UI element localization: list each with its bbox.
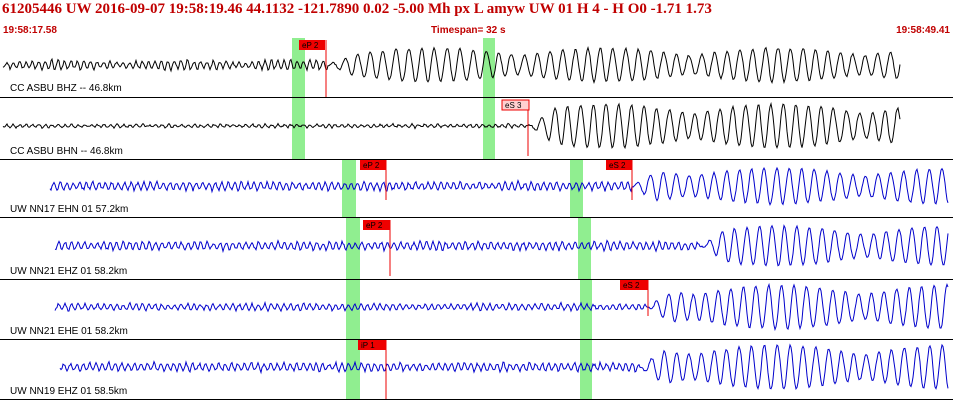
pick-flag[interactable] — [363, 220, 390, 230]
station-label: UW NN21 EHZ 01 58.2km — [10, 266, 128, 277]
pick-label: eS 2 — [623, 281, 640, 290]
station-label: UW NN21 EHE 01 58.2km — [10, 326, 128, 337]
time-window — [578, 218, 591, 280]
time-window — [570, 160, 583, 218]
time-window — [483, 38, 495, 98]
timespan-label: Timespan= 32 s — [431, 25, 506, 36]
waveform-trace — [54, 282, 949, 332]
pick-label: eP 2 — [366, 221, 383, 230]
pick-flag[interactable] — [299, 40, 325, 50]
pick-label: eS 3 — [505, 101, 522, 110]
time-window — [346, 280, 360, 340]
trace-panel-asbu-bhn[interactable]: eS 3 CC ASBU BHN -- 46.8km — [0, 98, 953, 160]
waveform-plot[interactable]: eS 2 — [0, 280, 953, 340]
trace-panel-nn17-ehn[interactable]: eP 2 eS 2 UW NN17 EHN 01 57.2km — [0, 160, 953, 218]
waveform-plot[interactable]: eP 2 eS 2 — [0, 160, 953, 218]
waveform-trace — [54, 224, 949, 267]
pick-flag[interactable] — [358, 340, 386, 350]
waveform-trace — [49, 166, 949, 207]
waveform-plot[interactable]: eP 2 — [0, 218, 953, 280]
waveform-trace — [59, 343, 949, 391]
waveform-trace — [2, 45, 901, 85]
pick-flag[interactable] — [606, 160, 632, 170]
pick-flag[interactable] — [360, 160, 386, 170]
waveform-plot[interactable]: eP 2 — [0, 38, 953, 98]
time-axis-bar: 19:58:17.58 Timespan= 32 s 19:58:49.41 — [0, 24, 953, 38]
pick-label: eS 2 — [609, 161, 626, 170]
event-header: 61205446 UW 2016-09-07 19:58:19.46 44.11… — [0, 0, 953, 24]
time-window — [346, 340, 360, 400]
event-summary: 61205446 UW 2016-09-07 19:58:19.46 44.11… — [2, 1, 712, 17]
station-label: UW NN19 EHZ 01 58.5km — [10, 386, 128, 397]
waveform-plot[interactable]: iP 1 — [0, 340, 953, 400]
pick-label: eP 2 — [302, 41, 319, 50]
seismogram-traces[interactable]: eP 2 CC ASBU BHZ -- 46.8km eS 3 CC ASBU … — [0, 38, 953, 400]
pick-flag[interactable] — [501, 99, 530, 111]
station-label: CC ASBU BHN -- 46.8km — [10, 146, 123, 157]
time-window — [580, 340, 592, 400]
time-window — [292, 38, 305, 98]
station-label: UW NN17 EHN 01 57.2km — [10, 204, 129, 215]
end-time: 19:58:49.41 — [896, 25, 950, 36]
pick-label: iP 1 — [361, 341, 375, 350]
station-label: CC ASBU BHZ -- 46.8km — [10, 83, 122, 94]
time-window — [483, 98, 495, 160]
trace-panel-nn21-ehz[interactable]: eP 2 UW NN21 EHZ 01 58.2km — [0, 218, 953, 280]
waveform-trace — [2, 101, 901, 150]
trace-panel-nn19-ehz[interactable]: iP 1 UW NN19 EHZ 01 58.5km — [0, 340, 953, 400]
time-window — [346, 218, 360, 280]
waveform-plot[interactable]: eS 3 — [0, 98, 953, 160]
time-window — [292, 98, 305, 160]
start-time: 19:58:17.58 — [3, 25, 57, 36]
pick-label: eP 2 — [363, 161, 380, 170]
time-window — [580, 280, 592, 340]
pick-flag[interactable] — [620, 280, 648, 290]
trace-panel-asbu-bhz[interactable]: eP 2 CC ASBU BHZ -- 46.8km — [0, 38, 953, 98]
trace-panel-nn21-ehe[interactable]: eS 2 UW NN21 EHE 01 58.2km — [0, 280, 953, 340]
